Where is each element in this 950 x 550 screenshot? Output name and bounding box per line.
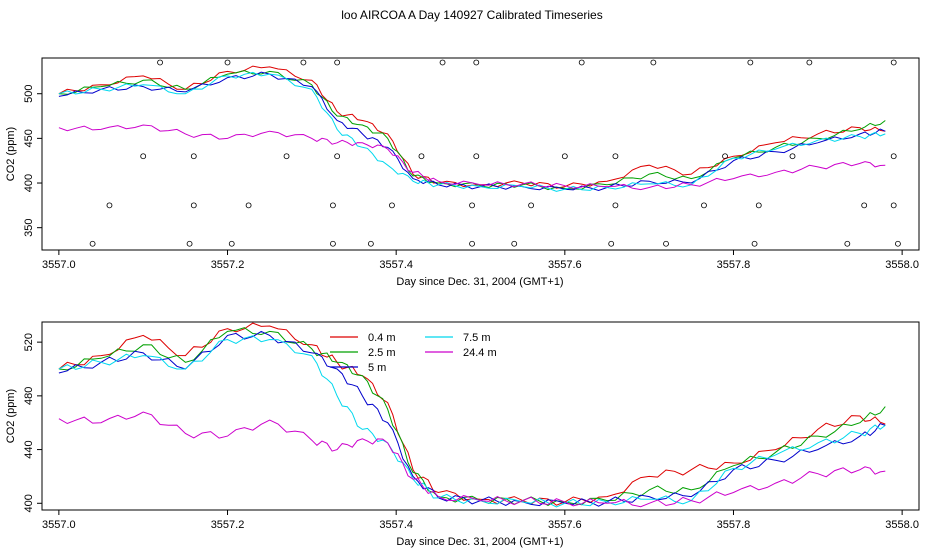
upper-y-axis: 350 400 450 500: [23, 85, 42, 237]
calibration-marker: [334, 153, 341, 160]
calibration-marker: [890, 153, 897, 160]
calibration-marker: [612, 202, 619, 209]
upper-y-tick-label: 450: [23, 129, 35, 147]
lower-y-tick-label: 440: [23, 440, 35, 458]
legend-label: 24.4 m: [463, 347, 497, 359]
upper-y-tick-label: 500: [23, 85, 35, 103]
calibration-marker: [722, 153, 728, 160]
calibration-marker: [612, 153, 619, 160]
calibration-marker: [895, 240, 901, 247]
calibration-marker: [890, 202, 897, 209]
lower-panel: 3557.0 3557.2 3557.4 3557.6 3557.8 3558.0 400…: [5, 321, 920, 548]
calibration-marker: [469, 240, 475, 247]
lower-x-tick-label: 3558.0: [885, 519, 919, 531]
upper-x-tick-label: 3557.2: [211, 259, 245, 271]
lower-x-tick-label: 3557.6: [548, 519, 582, 531]
calibration-marker: [806, 59, 813, 66]
lower-plot-frame: [41, 321, 920, 511]
lower-x-tick-label: 3557.8: [717, 519, 751, 531]
upper-plot-frame: [41, 57, 920, 251]
upper-series-7-5-m: [58, 71, 886, 192]
calibration-marker: [473, 153, 480, 160]
lower-y-axis-label: CO2 (ppm): [5, 389, 17, 443]
upper-x-tick-label: 3558.0: [885, 259, 919, 271]
lower-x-axis-label: Day since Dec. 31, 2004 (GMT+1): [396, 536, 563, 548]
upper-panel: 3557.0 3557.2 3557.4 3557.6 3557.8 3558.0 350…: [5, 57, 920, 288]
calibration-marker: [469, 202, 475, 209]
upper-y-tick-label: 350: [23, 218, 35, 236]
lower-legend: 0.4 m 2.5 m 5 m 7.5 m 24.4 m: [330, 332, 497, 374]
calibration-marker: [650, 59, 657, 66]
calibration-marker: [140, 153, 147, 160]
lower-x-tick-label: 3557.0: [42, 519, 76, 531]
upper-y-axis-label: CO2 (ppm): [5, 127, 17, 181]
calibration-marker: [186, 240, 193, 247]
calibration-marker: [228, 240, 235, 247]
lower-y-tick-label: 400: [23, 494, 35, 512]
calibration-marker: [701, 202, 707, 209]
lower-x-tick-label: 3557.4: [379, 519, 413, 531]
upper-y-tick-label: 400: [23, 174, 35, 192]
upper-x-axis: 3557.0 3557.2 3557.4 3557.6 3557.8 3558.0: [42, 250, 919, 271]
calibration-marker: [608, 240, 615, 247]
calibration-marker: [528, 202, 534, 209]
calibration-marker: [334, 59, 341, 66]
calibration-marker: [190, 202, 197, 209]
calibration-marker: [389, 202, 395, 209]
calibration-marker: [844, 240, 851, 247]
calibration-marker: [473, 59, 480, 66]
calibration-marker: [224, 59, 231, 66]
calibration-marker: [330, 202, 336, 209]
calibration-marker: [890, 59, 897, 66]
upper-series-group: [58, 65, 886, 192]
upper-series-5-m: [58, 71, 886, 192]
calibration-marker: [561, 153, 568, 160]
calibration-marker: [663, 240, 669, 247]
upper-x-tick-label: 3557.8: [717, 259, 751, 271]
calibration-marker: [300, 59, 307, 66]
calibration-marker: [418, 153, 425, 160]
upper-x-tick-label: 3557.4: [379, 259, 413, 271]
calibration-marker: [789, 153, 796, 160]
calibration-marker: [861, 202, 868, 209]
calibration-marker: [89, 240, 96, 247]
lower-x-axis: 3557.0 3557.2 3557.4 3557.6 3557.8 3558.0: [42, 510, 919, 531]
calibration-marker: [245, 202, 252, 209]
calibration-marker: [747, 59, 754, 66]
calibration-marker: [755, 202, 762, 209]
calibration-marker: [578, 59, 585, 66]
legend-label: 5 m: [368, 362, 386, 374]
lower-series-24-4-m: [58, 411, 886, 508]
lower-series-7-5-m: [58, 335, 886, 508]
legend-label: 2.5 m: [368, 347, 396, 359]
legend-label: 0.4 m: [368, 332, 396, 344]
page-title: loo AIRCOA A Day 140927 Calibrated Times…: [341, 8, 602, 22]
calibration-marker: [157, 59, 163, 66]
calibration-marker: [439, 59, 446, 66]
upper-series-24-4-m: [58, 124, 886, 191]
upper-marker-group: [89, 59, 901, 247]
upper-x-tick-label: 3557.0: [42, 259, 76, 271]
lower-y-tick-label: 480: [23, 387, 35, 405]
upper-x-axis-label: Day since Dec. 31, 2004 (GMT+1): [396, 276, 563, 288]
upper-series-0-4-m: [58, 65, 886, 189]
lower-y-axis: 400 440 480 520: [23, 333, 42, 512]
lower-y-tick-label: 520: [23, 333, 35, 351]
calibration-marker: [367, 240, 374, 247]
calibration-marker: [106, 202, 113, 209]
legend-label: 7.5 m: [463, 332, 491, 344]
upper-x-tick-label: 3557.6: [548, 259, 582, 271]
upper-series-2-5-m: [58, 70, 886, 191]
calibration-marker: [511, 240, 518, 247]
calibration-marker: [751, 240, 758, 247]
calibration-marker: [190, 153, 197, 160]
lower-x-tick-label: 3557.2: [211, 519, 245, 531]
lower-series-group: [58, 322, 886, 508]
calibration-marker: [283, 153, 290, 160]
calibration-marker: [330, 240, 336, 247]
